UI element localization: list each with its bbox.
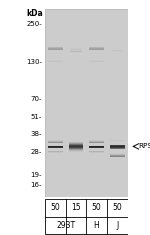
Bar — [89, 49, 104, 50]
Bar — [89, 48, 104, 49]
Text: 38-: 38- — [30, 131, 42, 137]
Text: 250-: 250- — [26, 21, 42, 27]
Bar — [110, 146, 125, 147]
Bar — [89, 61, 104, 62]
Bar — [69, 148, 83, 149]
Text: 28-: 28- — [30, 149, 42, 155]
Bar — [48, 47, 63, 48]
Bar — [48, 151, 63, 152]
Text: kDa: kDa — [26, 9, 43, 18]
Bar — [69, 143, 83, 144]
Bar — [48, 142, 63, 143]
Bar — [110, 153, 125, 154]
Bar — [110, 147, 125, 148]
Bar — [89, 62, 104, 63]
Bar — [48, 49, 63, 50]
Text: 293T: 293T — [56, 221, 75, 230]
Text: 50: 50 — [92, 203, 101, 212]
Text: 50: 50 — [112, 203, 122, 212]
Bar — [89, 147, 104, 148]
Text: RPS3: RPS3 — [138, 143, 150, 149]
Bar — [89, 152, 104, 153]
Bar — [48, 62, 63, 63]
Bar — [48, 48, 63, 49]
Text: H: H — [94, 221, 99, 230]
Bar — [48, 147, 63, 148]
Bar — [69, 150, 83, 151]
Bar — [48, 152, 63, 153]
Bar — [70, 52, 82, 53]
Bar — [48, 146, 63, 147]
Bar — [89, 60, 104, 61]
Text: 15: 15 — [71, 203, 81, 212]
Bar — [48, 140, 63, 141]
Text: 19-: 19- — [30, 172, 42, 178]
Bar — [70, 49, 82, 50]
Bar — [110, 149, 125, 150]
Bar — [89, 140, 104, 141]
Text: 70-: 70- — [30, 96, 42, 102]
Text: 51-: 51- — [30, 114, 42, 120]
Bar — [110, 155, 125, 156]
Bar — [89, 141, 104, 142]
Bar — [69, 151, 83, 152]
Bar — [69, 149, 83, 150]
Bar — [69, 146, 83, 147]
Bar — [89, 47, 104, 48]
Text: 50: 50 — [50, 203, 60, 212]
Bar — [110, 154, 125, 155]
Text: J: J — [116, 221, 118, 230]
Bar — [89, 142, 104, 143]
Bar — [69, 147, 83, 148]
Bar — [48, 61, 63, 62]
Bar — [48, 141, 63, 142]
Bar — [89, 151, 104, 152]
Bar — [69, 145, 83, 146]
Bar — [48, 60, 63, 61]
Bar — [89, 146, 104, 147]
Text: 16-: 16- — [30, 182, 42, 188]
Text: 130-: 130- — [26, 59, 42, 65]
Bar — [69, 144, 83, 145]
